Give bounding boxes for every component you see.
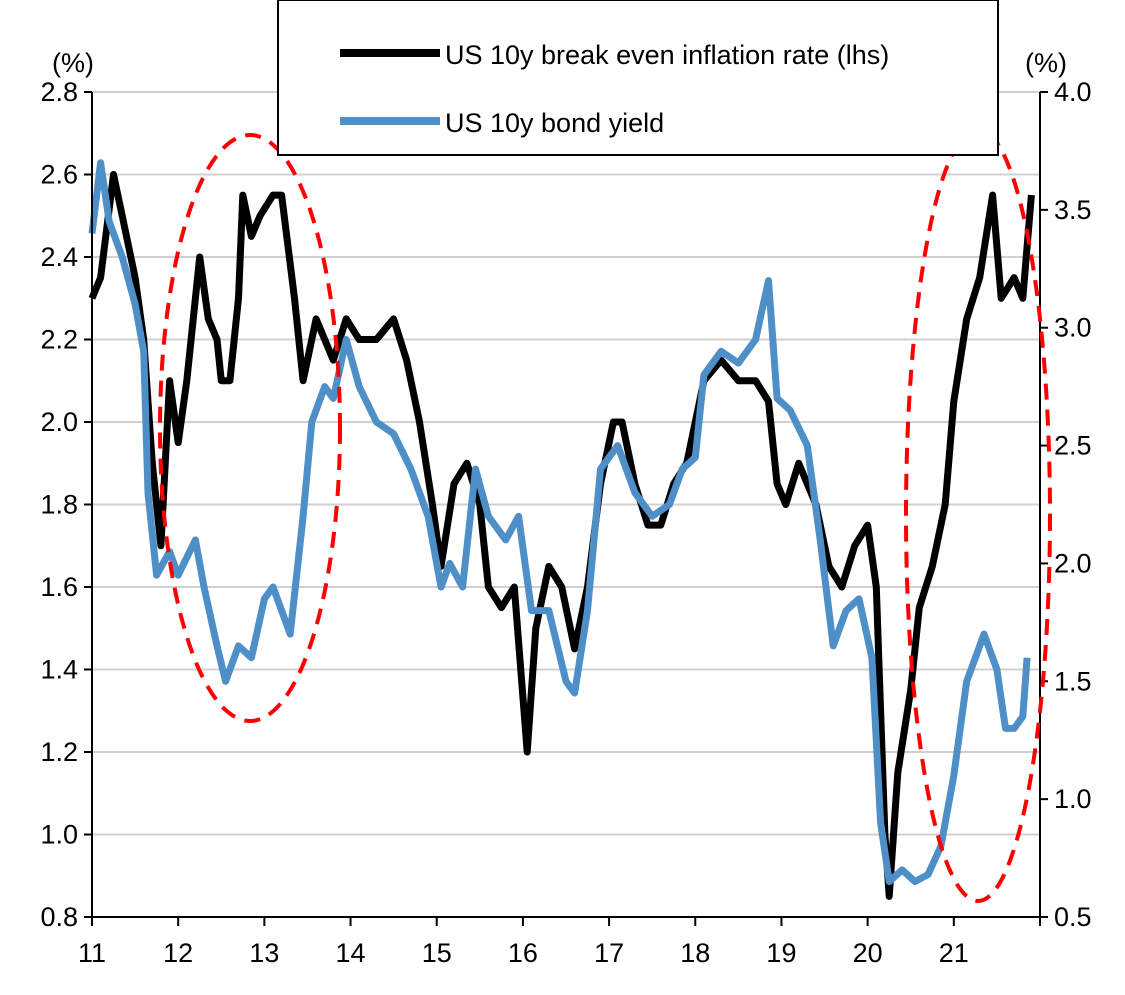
right-tick-label: 0.5 — [1054, 902, 1092, 932]
x-tick-label: 19 — [766, 938, 796, 968]
legend-box — [277, 0, 999, 156]
x-tick-label: 16 — [508, 938, 538, 968]
x-tick-label: 13 — [249, 938, 279, 968]
right-tick-label: 2.0 — [1054, 548, 1092, 578]
left-tick-label: 2.2 — [40, 325, 78, 355]
right-axis-label: (%) — [1025, 48, 1067, 78]
right-tick-label: 2.5 — [1054, 431, 1092, 461]
left-tick-label: 2.4 — [40, 242, 78, 272]
left-tick-label: 1.8 — [40, 490, 78, 520]
x-tick-label: 15 — [422, 938, 452, 968]
x-tick-label: 17 — [594, 938, 624, 968]
gridlines — [92, 91, 1040, 836]
series-line-bond-yield — [88, 159, 1031, 886]
left-tick-label: 1.4 — [40, 655, 78, 685]
right-tick-label: 1.5 — [1054, 666, 1092, 696]
legend: US 10y break even inflation rate (lhs) U… — [277, 0, 999, 156]
legend-label-breakeven: US 10y break even inflation rate (lhs) — [445, 40, 889, 70]
series-lines — [88, 159, 1035, 900]
right-tick-label: 3.0 — [1054, 313, 1092, 343]
left-tick-label: 2.0 — [40, 407, 78, 437]
x-tick-label: 12 — [163, 938, 193, 968]
x-tick-label: 21 — [939, 938, 969, 968]
tick-labels: 0.8 1.0 1.2 1.4 1.6 1.8 2.0 2.2 2.4 2.6 2.8 0.5 1.0 1… — [40, 77, 1091, 968]
left-axis-label: (%) — [52, 48, 94, 78]
left-tick-label: 2.6 — [40, 160, 78, 190]
x-tick-label: 20 — [853, 938, 883, 968]
left-tick-label: 2.8 — [40, 77, 78, 107]
left-tick-label: 1.2 — [40, 737, 78, 767]
right-tick-label: 3.5 — [1054, 195, 1092, 225]
left-tick-label: 0.8 — [40, 902, 78, 932]
right-tick-label: 1.0 — [1054, 784, 1092, 814]
highlight-ellipse-left — [158, 133, 342, 723]
highlight-ellipse-right — [904, 127, 1052, 903]
right-tick-label: 4.0 — [1054, 77, 1092, 107]
x-tick-label: 14 — [336, 938, 366, 968]
x-tick-label: 18 — [680, 938, 710, 968]
left-tick-label: 1.0 — [40, 820, 78, 850]
x-tick-label: 11 — [78, 938, 106, 968]
left-tick-label: 1.6 — [40, 572, 78, 602]
series-line-breakeven-inflation — [88, 171, 1035, 900]
legend-label-bond-yield: US 10y bond yield — [445, 108, 664, 138]
